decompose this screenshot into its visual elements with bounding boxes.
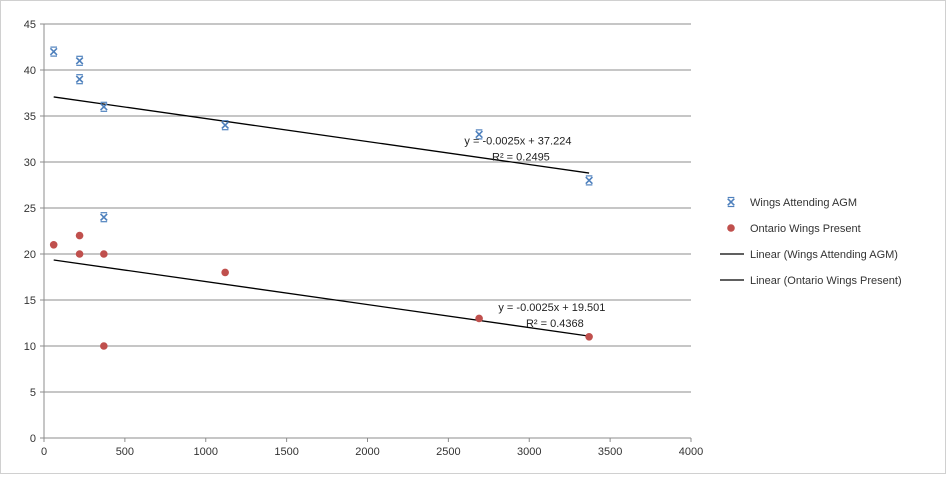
marker-stroke <box>221 121 230 130</box>
y-tick-label: 35 <box>24 111 36 123</box>
trendline-r-squared: R² = 0.4368 <box>526 318 584 330</box>
marker-stroke <box>585 176 593 185</box>
data-point-ontario-wings-present <box>585 333 593 341</box>
data-point-wings-attending-agm <box>75 74 84 85</box>
y-tick-label: 25 <box>24 203 36 215</box>
data-point-wings-attending-agm <box>221 120 230 131</box>
trendline-1 <box>53 96 590 174</box>
marker-stroke <box>75 56 84 65</box>
marker-stroke <box>475 130 483 139</box>
legend-label: Linear (Wings Attending AGM) <box>750 249 898 261</box>
data-point-wings-attending-agm <box>99 212 108 223</box>
x-tick-label: 500 <box>116 446 134 458</box>
data-point-ontario-wings-present <box>475 314 483 323</box>
y-tick-label: 15 <box>24 295 36 307</box>
x-tick-label: 1000 <box>194 446 218 458</box>
trendlines <box>53 96 590 337</box>
marker-stroke <box>99 102 108 111</box>
trendline-equation: y = -0.0025x + 19.501 <box>498 302 605 314</box>
legend-marker-circle <box>727 224 735 232</box>
y-tick-label: 5 <box>30 387 36 399</box>
data-points <box>49 46 593 350</box>
data-point-wings-attending-agm <box>99 101 108 112</box>
x-tick-label: 0 <box>41 446 47 458</box>
trendline-equation: y = -0.0025x + 37.224 <box>464 136 571 148</box>
data-point-wings-attending-agm <box>75 55 84 66</box>
legend-marker-x <box>727 196 735 208</box>
marker-stroke <box>75 75 84 84</box>
x-tick-label: 1500 <box>274 446 298 458</box>
y-tick-label: 20 <box>24 249 36 261</box>
marker-stroke <box>727 198 735 206</box>
y-tick-label: 10 <box>24 341 36 353</box>
data-point-ontario-wings-present <box>49 241 58 249</box>
y-tick-label: 0 <box>30 433 36 445</box>
y-tick-label: 45 <box>24 19 36 31</box>
trendline-2 <box>53 259 590 337</box>
data-point-ontario-wings-present <box>100 250 108 258</box>
trendline-labels: y = -0.0025x + 37.224 R² = 0.2495 y = -0.0… <box>464 136 605 331</box>
legend: Wings Attending AGM Ontario Wings Present… <box>720 196 902 287</box>
y-tick-label: 30 <box>24 157 36 169</box>
data-point-wings-attending-agm <box>49 46 58 57</box>
legend-label: Wings Attending AGM <box>750 197 857 209</box>
data-point-ontario-wings-present <box>75 250 84 258</box>
x-tick-label: 3000 <box>517 446 541 458</box>
x-tick-label: 4000 <box>679 446 703 458</box>
axes: 0 5 10 15 20 25 30 35 40 45 0 500 1000 1500 2000 2500 30… <box>24 19 703 458</box>
x-tick-label: 2000 <box>355 446 379 458</box>
x-tick-label: 3500 <box>598 446 622 458</box>
marker-stroke <box>99 213 108 222</box>
data-point-wings-attending-agm <box>475 129 483 140</box>
legend-label: Ontario Wings Present <box>750 223 861 235</box>
data-point-ontario-wings-present <box>100 342 108 350</box>
legend-label: Linear (Ontario Wings Present) <box>750 275 902 287</box>
marker-stroke <box>49 47 58 56</box>
trendline-r-squared: R² = 0.2495 <box>492 152 550 164</box>
data-point-ontario-wings-present <box>75 231 84 240</box>
gridlines <box>44 23 691 393</box>
data-point-wings-attending-agm <box>585 175 593 186</box>
x-tick-label: 2500 <box>436 446 460 458</box>
y-tick-label: 40 <box>24 65 36 77</box>
data-point-ontario-wings-present <box>221 268 229 277</box>
